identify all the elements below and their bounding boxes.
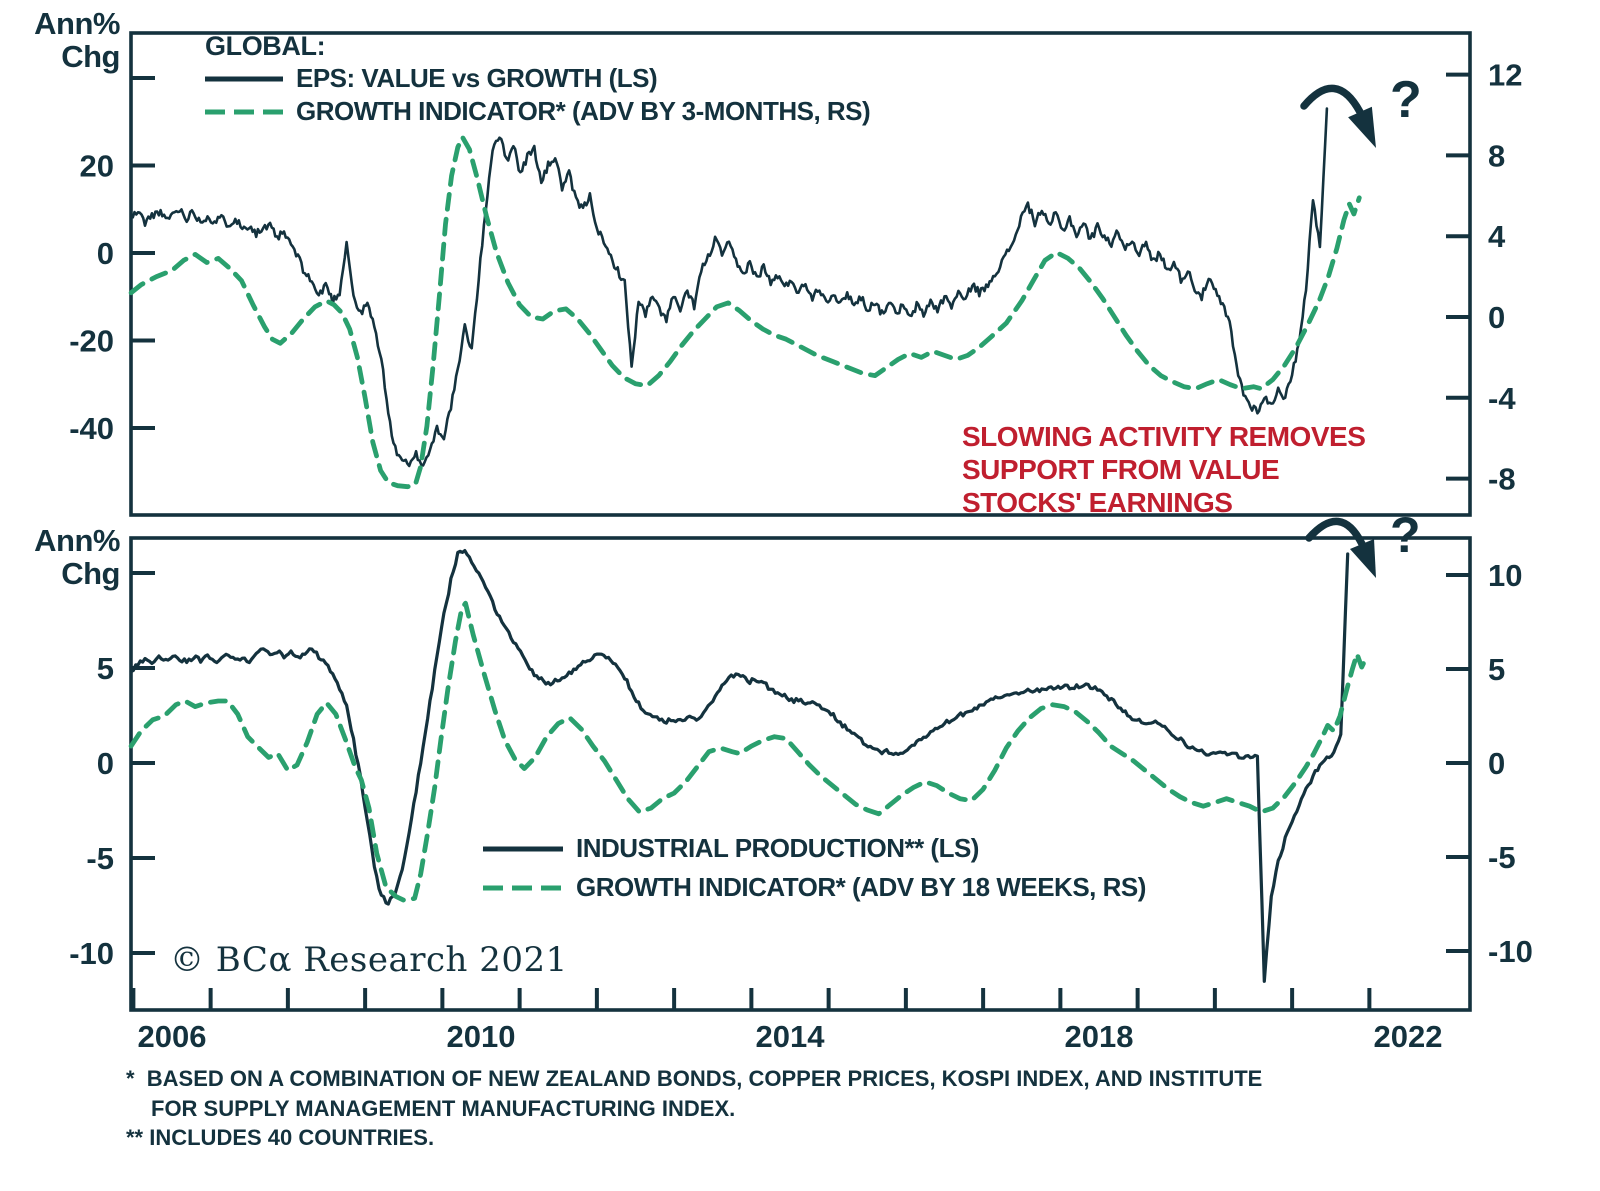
series-growth-indicator-3m — [128, 134, 1362, 490]
footnote-line3: ** INCLUDES 40 COUNTRIES. — [126, 1125, 435, 1150]
bottom-panel-right-tick-label: 5 — [1488, 652, 1505, 687]
annotation-line1: SLOWING ACTIVITY REMOVES — [962, 421, 1366, 452]
x-axis-year-label-2018: 2018 — [1065, 1019, 1134, 1054]
footnote-line1: * BASED ON A COMBINATION OF NEW ZEALAND … — [126, 1066, 1263, 1091]
axis-unit-line2: Chg — [61, 39, 120, 74]
bottom-legend: INDUSTRIAL PRODUCTION** (LS) GROWTH INDI… — [483, 829, 1146, 907]
annotation-callout: SLOWING ACTIVITY REMOVES SUPPORT FROM VA… — [962, 420, 1366, 519]
bottom-left-axis-unit: Ann% Chg — [28, 524, 120, 590]
top-question-arrow-head — [1348, 106, 1376, 148]
series-industrial-production — [129, 549, 1350, 983]
bottom-legend-item-growth: GROWTH INDICATOR* (ADV BY 18 WEEKS, RS) — [483, 868, 1146, 907]
footnotes: * BASED ON A COMBINATION OF NEW ZEALAND … — [126, 1064, 1262, 1153]
x-axis-year-label-2022: 2022 — [1374, 1019, 1443, 1054]
bottom-legend-item-ip: INDUSTRIAL PRODUCTION** (LS) — [483, 829, 1146, 868]
top-panel-border — [129, 31, 1472, 517]
bottom-panel-right-tick-label: 10 — [1488, 558, 1522, 593]
series-eps-value-vs-growth — [129, 107, 1329, 468]
x-axis-year-label-2006: 2006 — [138, 1019, 207, 1054]
solid-line-swatch — [483, 846, 563, 851]
series-growth-indicator-18w — [128, 600, 1370, 903]
axis-unit-line1: Ann% — [34, 523, 120, 558]
top-panel-right-tick-label: 0 — [1488, 300, 1505, 335]
question-mark-top: ? — [1390, 71, 1422, 129]
bottom-panel-left-tick-label: 0 — [97, 746, 114, 781]
top-panel-left-tick-label: -20 — [69, 324, 114, 359]
top-panel-right-tick-label: -8 — [1488, 462, 1516, 497]
legend-label-industrial-production: INDUSTRIAL PRODUCTION** (LS) — [576, 833, 979, 863]
annotation-line3: STOCKS' EARNINGS — [962, 487, 1233, 518]
bottom-question-arrow-curve — [1305, 517, 1366, 548]
top-panel-left-tick-label: 0 — [97, 236, 114, 271]
bottom-panel-left-tick-label: -10 — [69, 936, 114, 971]
x-axis-year-label-2010: 2010 — [447, 1019, 516, 1054]
bottom-question-arrow-head — [1349, 539, 1376, 578]
bottom-panel-border — [129, 536, 1472, 1012]
annotation-line2: SUPPORT FROM VALUE — [962, 454, 1280, 485]
top-panel-right-tick-label: -4 — [1488, 381, 1516, 416]
top-legend-title: GLOBAL: — [205, 31, 326, 61]
question-mark-bottom: ? — [1390, 507, 1421, 563]
bottom-panel-right-tick-label: -10 — [1488, 934, 1533, 969]
legend-label-eps: EPS: VALUE vs GROWTH (LS) — [296, 63, 658, 93]
bottom-panel-right-tick-label: -5 — [1488, 840, 1516, 875]
top-legend-item-eps: EPS: VALUE vs GROWTH (LS) — [205, 62, 870, 95]
x-axis-year-label-2014: 2014 — [756, 1019, 826, 1054]
top-panel-right-tick-label: 4 — [1488, 219, 1506, 254]
dashed-line-swatch — [205, 109, 283, 114]
top-legend: GLOBAL: EPS: VALUE vs GROWTH (LS) GROWTH… — [205, 31, 871, 128]
top-panel-right-tick-label: 12 — [1488, 58, 1522, 93]
top-question-arrow-curve — [1300, 84, 1364, 116]
axis-unit-line2: Chg — [61, 556, 120, 591]
copyright-notice: © BCα Research 2021 — [170, 940, 568, 980]
top-left-axis-unit: Ann% Chg — [28, 7, 120, 73]
legend-label-growth-3m: GROWTH INDICATOR* (ADV BY 3-MONTHS, RS) — [296, 96, 871, 126]
top-panel-right-tick-label: 8 — [1488, 138, 1505, 173]
top-panel-left-tick-label: -40 — [69, 411, 114, 446]
footnote-line2: FOR SUPPLY MANAGEMENT MANUFACTURING INDE… — [151, 1095, 736, 1121]
axis-unit-line1: Ann% — [34, 6, 120, 41]
top-legend-item-growth: GROWTH INDICATOR* (ADV BY 3-MONTHS, RS) — [205, 95, 871, 128]
bottom-panel-left-tick-label: 5 — [97, 651, 114, 686]
legend-label-growth-18w: GROWTH INDICATOR* (ADV BY 18 WEEKS, RS) — [576, 872, 1146, 902]
top-panel-left-tick-label: 20 — [80, 149, 114, 184]
dashed-line-swatch — [483, 885, 563, 890]
solid-line-swatch — [205, 76, 283, 81]
bottom-panel-right-tick-label: 0 — [1488, 746, 1505, 781]
bottom-panel-left-tick-label: -5 — [86, 841, 114, 876]
